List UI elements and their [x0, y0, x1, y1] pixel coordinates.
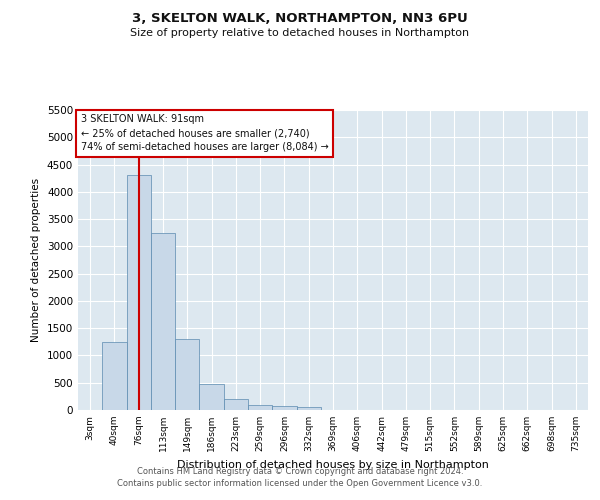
Bar	[102, 342, 127, 410]
Bar	[151, 232, 175, 410]
Bar	[199, 384, 224, 410]
X-axis label: Distribution of detached houses by size in Northampton: Distribution of detached houses by size …	[177, 460, 489, 469]
Bar	[224, 399, 248, 410]
Text: 3 SKELTON WALK: 91sqm
← 25% of detached houses are smaller (2,740)
74% of semi-d: 3 SKELTON WALK: 91sqm ← 25% of detached …	[80, 114, 328, 152]
Text: 3, SKELTON WALK, NORTHAMPTON, NN3 6PU: 3, SKELTON WALK, NORTHAMPTON, NN3 6PU	[132, 12, 468, 26]
Bar	[127, 176, 151, 410]
Bar	[272, 406, 296, 410]
Text: Contains HM Land Registry data © Crown copyright and database right 2024.
Contai: Contains HM Land Registry data © Crown c…	[118, 466, 482, 487]
Bar	[296, 408, 321, 410]
Text: Size of property relative to detached houses in Northampton: Size of property relative to detached ho…	[130, 28, 470, 38]
Bar	[248, 404, 272, 410]
Bar	[175, 339, 199, 410]
Y-axis label: Number of detached properties: Number of detached properties	[31, 178, 41, 342]
